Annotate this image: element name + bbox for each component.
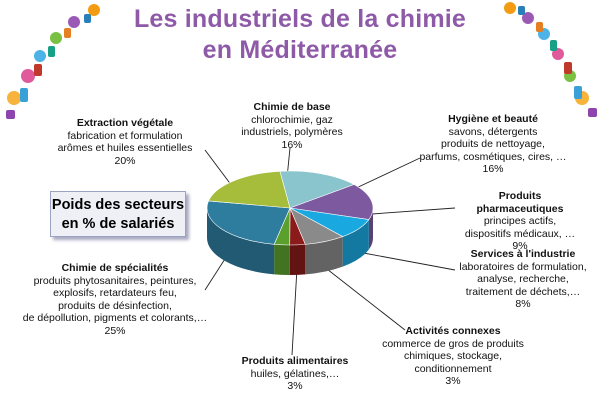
slice-value-3: 8% [515, 298, 531, 311]
slice-label-0: Chimie de base chlorochimie, gaz industrie… [232, 101, 352, 151]
leader-line-3 [357, 251, 456, 271]
decorative-icons-left [6, 4, 100, 119]
slice-desc-4-2: conditionnement [414, 362, 492, 375]
slice-desc-5-0: huiles, gélatines,… [250, 367, 340, 380]
slice-name-0: Chimie de base [253, 101, 331, 113]
pie-side-5 [274, 244, 290, 275]
pie-slices [206, 170, 374, 246]
slice-value-0: 16% [281, 138, 303, 151]
pie-sides [207, 208, 373, 276]
pie-side-4 [289, 244, 306, 276]
slice-desc-6-3: de dépollution, pigments et colorants,… [22, 312, 208, 325]
slice-value-5: 3% [287, 380, 303, 393]
slice-desc-3-2: traitement de déchets,… [465, 285, 581, 298]
slice-name-4: Activités connexes [405, 325, 501, 337]
slice-name-3: Services à l'industrie [470, 248, 576, 260]
slice-label-5: Produits alimentaires huiles, gélatines,…… [230, 355, 360, 393]
decorative-icons-right [504, 2, 597, 117]
slice-desc-4-1: chimiques, stockage, [403, 350, 503, 363]
page-title-line2: en Méditerranée [202, 36, 398, 64]
slice-label-3: Services à l'industrie laboratoires de fo… [458, 248, 588, 311]
slice-name-7: Extraction végétale [76, 117, 174, 129]
slice-desc-2-1: dispositifs médicaux, … [464, 227, 576, 240]
legend-box: Poids des secteurs en % de salariés [50, 191, 186, 237]
leader-line-1 [351, 157, 421, 191]
leader-line-2 [371, 207, 456, 215]
pie-side-2 [342, 219, 369, 267]
pie-side-6 [207, 208, 275, 275]
page-title-line1: Les industriels de la chimie [133, 5, 467, 33]
slice-desc-6-0: produits phytosanitaires, peintures, [33, 274, 197, 287]
slice-desc-7-1: arômes et huiles essentielles [57, 142, 193, 155]
flask-icon [504, 2, 597, 117]
bottle-icon [6, 4, 100, 119]
slice-desc-0-0: chlorochimie, gaz [251, 113, 333, 126]
slice-desc-3-0: laboratoires de formulation, [459, 260, 587, 273]
legend-line1: Poids des secteurs [51, 197, 185, 213]
slice-value-2: 9% [512, 240, 528, 253]
slice-desc-2-0: principes actifs, [483, 215, 557, 228]
slice-desc-6-1: explosifs, retardateurs feu, [53, 287, 177, 300]
slice-label-6: Chimie de spécialités produits phytosanit… [20, 262, 210, 338]
slice-desc-6-2: produits de désinfection, [58, 299, 172, 312]
slice-name-2: Produits pharmaceutiques [476, 190, 564, 215]
slice-desc-1-0: savons, détergents [448, 125, 538, 138]
slice-desc-7-0: fabrication et formulation [67, 129, 183, 142]
slice-label-7: Extraction végétale fabrication et formul… [50, 117, 200, 167]
slice-value-7: 20% [114, 154, 136, 167]
pie-slice-7 [208, 170, 291, 209]
slice-desc-0-1: industriels, polymères [241, 126, 343, 139]
slice-label-2: Produits pharmaceutiques principes actifs… [455, 190, 585, 253]
slice-name-6: Chimie de spécialités [61, 262, 169, 274]
slice-desc-1-1: produits de nettoyage, [441, 138, 545, 151]
slice-name-1: Hygiène et beauté [448, 113, 538, 125]
slice-desc-4-0: commerce de gros de produits [382, 337, 524, 350]
slice-value-6: 25% [104, 324, 126, 337]
slice-label-4: Activités connexes commerce de gros de pr… [378, 325, 528, 388]
pie-slice-0 [279, 170, 355, 209]
slice-value-4: 3% [445, 375, 461, 388]
leader-line-5 [291, 267, 298, 356]
slice-desc-3-1: analyse, recherche, [477, 273, 569, 286]
pie-side-3 [305, 236, 343, 275]
leader-line-7 [204, 149, 233, 187]
slice-value-1: 16% [482, 163, 504, 176]
leader-line-4 [317, 261, 406, 331]
slice-name-5: Produits alimentaires [241, 355, 349, 367]
legend-line2: en % de salariés [61, 216, 175, 232]
slice-label-1: Hygiène et beauté savons, détergents produ… [418, 113, 568, 176]
pie-slice-6 [206, 200, 291, 245]
slice-desc-1-2: parfums, cosmétiques, cires, … [419, 150, 567, 163]
